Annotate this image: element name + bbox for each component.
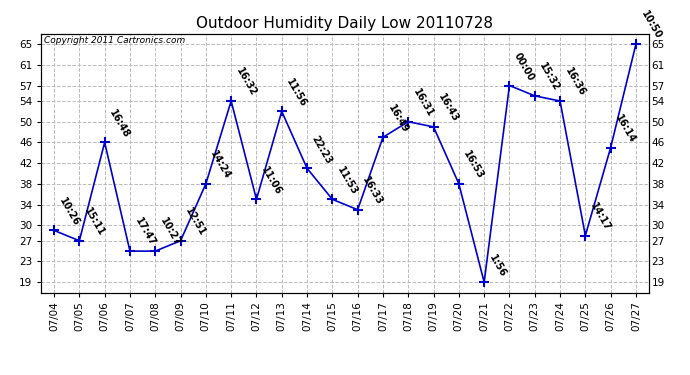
Text: 11:06: 11:06 [259, 165, 284, 196]
Text: 15:11: 15:11 [82, 206, 106, 238]
Text: 11:56: 11:56 [284, 77, 308, 109]
Text: 16:14: 16:14 [613, 113, 638, 145]
Text: 10:27: 10:27 [158, 216, 182, 248]
Text: 16:49: 16:49 [386, 103, 410, 135]
Text: 16:53: 16:53 [462, 149, 486, 181]
Text: 10:26: 10:26 [57, 196, 81, 228]
Text: 17:47: 17:47 [132, 216, 157, 248]
Text: 16:36: 16:36 [563, 66, 587, 98]
Title: Outdoor Humidity Daily Low 20110728: Outdoor Humidity Daily Low 20110728 [197, 16, 493, 31]
Text: 11:53: 11:53 [335, 165, 359, 196]
Text: 1:56: 1:56 [487, 254, 508, 279]
Text: 14:24: 14:24 [208, 149, 233, 181]
Text: 16:43: 16:43 [436, 92, 460, 124]
Text: 16:32: 16:32 [234, 66, 258, 98]
Text: 10:50: 10:50 [639, 9, 663, 41]
Text: 15:32: 15:32 [538, 61, 562, 93]
Text: 12:51: 12:51 [184, 206, 208, 238]
Text: Copyright 2011 Cartronics.com: Copyright 2011 Cartronics.com [44, 36, 186, 45]
Text: 16:33: 16:33 [360, 175, 384, 207]
Text: 22:23: 22:23 [310, 134, 334, 165]
Text: 14:17: 14:17 [588, 201, 612, 233]
Text: 00:00: 00:00 [512, 51, 536, 83]
Text: 16:48: 16:48 [108, 108, 132, 140]
Text: 16:31: 16:31 [411, 87, 435, 119]
